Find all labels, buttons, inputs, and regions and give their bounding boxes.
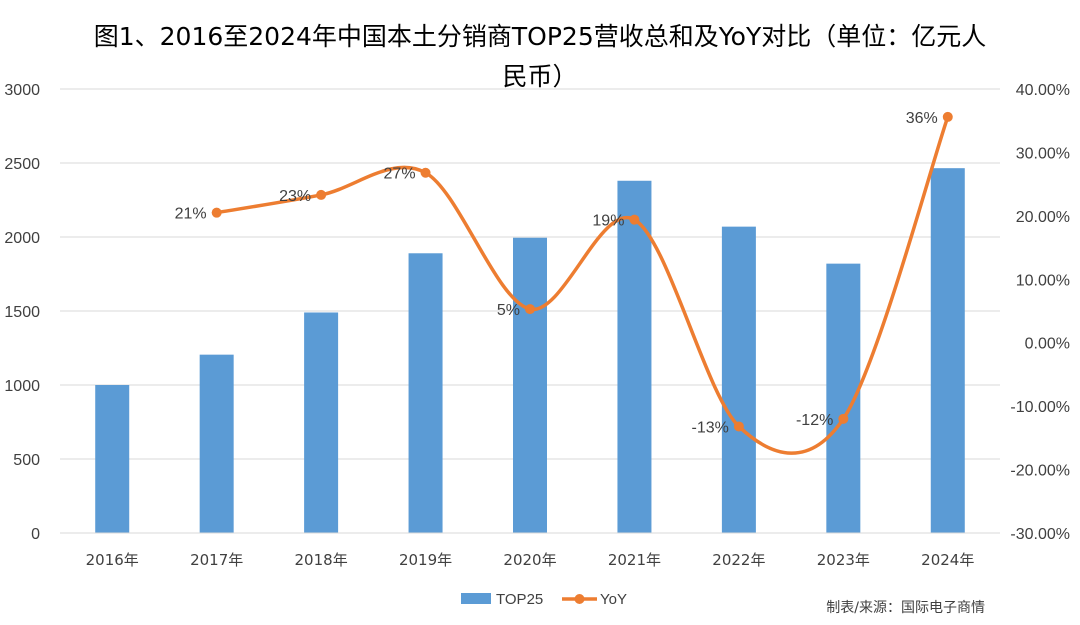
left-axis: 0 500 1000 1500 2000 2500 3000 (4, 82, 40, 543)
x-tick-label: 2018年 (295, 551, 348, 569)
right-tick-label: 20.00% (1016, 209, 1070, 226)
x-tick-label: 2020年 (503, 551, 556, 569)
yoy-point-2022年 (733, 421, 744, 432)
bar-2017年 (199, 354, 234, 533)
right-tick-label: -10.00% (1010, 399, 1070, 416)
right-tick-label: 40.00% (1016, 82, 1070, 99)
right-axis: -30.00% -20.00% -10.00% 0.00% 10.00% 20.00% 30… (1010, 82, 1070, 543)
legend-swatch-yoy-marker (574, 594, 585, 604)
x-tick-label: 2024年 (921, 551, 974, 569)
legend-swatch-top25 (461, 593, 491, 604)
yoy-label-2021年: 19% (592, 213, 624, 230)
bar-2022年 (721, 226, 756, 533)
bar-series-top25 (95, 168, 965, 534)
left-tick-label: 3000 (4, 82, 40, 99)
chart-title-line2: 民币） (502, 62, 577, 91)
right-tick-label: -30.00% (1010, 526, 1070, 543)
yoy-point-2023年 (838, 413, 849, 424)
bar-2020年 (513, 237, 547, 534)
left-tick-label: 500 (13, 452, 40, 469)
x-tick-label: 2021年 (608, 551, 661, 569)
left-tick-label: 0 (31, 526, 40, 543)
line-series-yoy (211, 111, 953, 432)
yoy-point-2018年 (316, 189, 327, 200)
yoy-label-2018年: 23% (279, 188, 311, 205)
yoy-label-2023年: -12% (796, 412, 833, 429)
bar-2018年 (304, 312, 339, 533)
bar-2024年 (930, 168, 965, 533)
right-tick-label: 0.00% (1025, 336, 1070, 353)
bar-2021年 (617, 180, 652, 533)
x-tick-label: 2016年 (86, 551, 139, 569)
bar-2019年 (408, 253, 443, 533)
yoy-label-2019年: 27% (384, 166, 416, 183)
yoy-point-2020年 (525, 304, 535, 315)
left-tick-label: 2000 (4, 230, 40, 247)
chart-title-line1: 图1、2016至2024年中国本土分销商TOP25营收总和及YoY对比（单位：亿… (94, 22, 987, 51)
yoy-label-2017年: 21% (175, 206, 207, 223)
legend: TOP25 YoY (461, 591, 627, 608)
yoy-data-labels: 21% 23% 27% 5% 19% -13% -12% 36% (175, 110, 938, 437)
yoy-label-2020年: 5% (497, 302, 520, 319)
left-tick-label: 1000 (4, 378, 40, 395)
legend-label-yoy: YoY (600, 591, 627, 608)
legend-label-top25: TOP25 (496, 591, 543, 608)
yoy-point-2017年 (211, 207, 222, 218)
x-tick-label: 2022年 (712, 551, 765, 569)
bar-2016年 (95, 385, 130, 533)
right-tick-label: -20.00% (1010, 463, 1070, 480)
x-tick-label: 2023年 (817, 551, 870, 569)
right-tick-label: 10.00% (1016, 272, 1070, 289)
left-tick-label: 1500 (4, 304, 40, 321)
yoy-point-2021年 (629, 214, 640, 225)
yoy-point-2024年 (942, 111, 953, 122)
right-tick-label: 30.00% (1016, 145, 1070, 162)
x-axis: 2016年 2017年 2018年 2019年 2020年 2021年 2022年 2023年… (86, 551, 975, 569)
yoy-label-2024年: 36% (906, 110, 938, 127)
left-tick-label: 2500 (4, 156, 40, 173)
source-note: 制表/来源：国际电子商情 (826, 600, 985, 616)
yoy-point-2019年 (420, 167, 431, 178)
x-tick-label: 2017年 (190, 551, 243, 569)
x-tick-label: 2019年 (399, 551, 452, 569)
yoy-label-2022年: -13% (692, 419, 729, 436)
